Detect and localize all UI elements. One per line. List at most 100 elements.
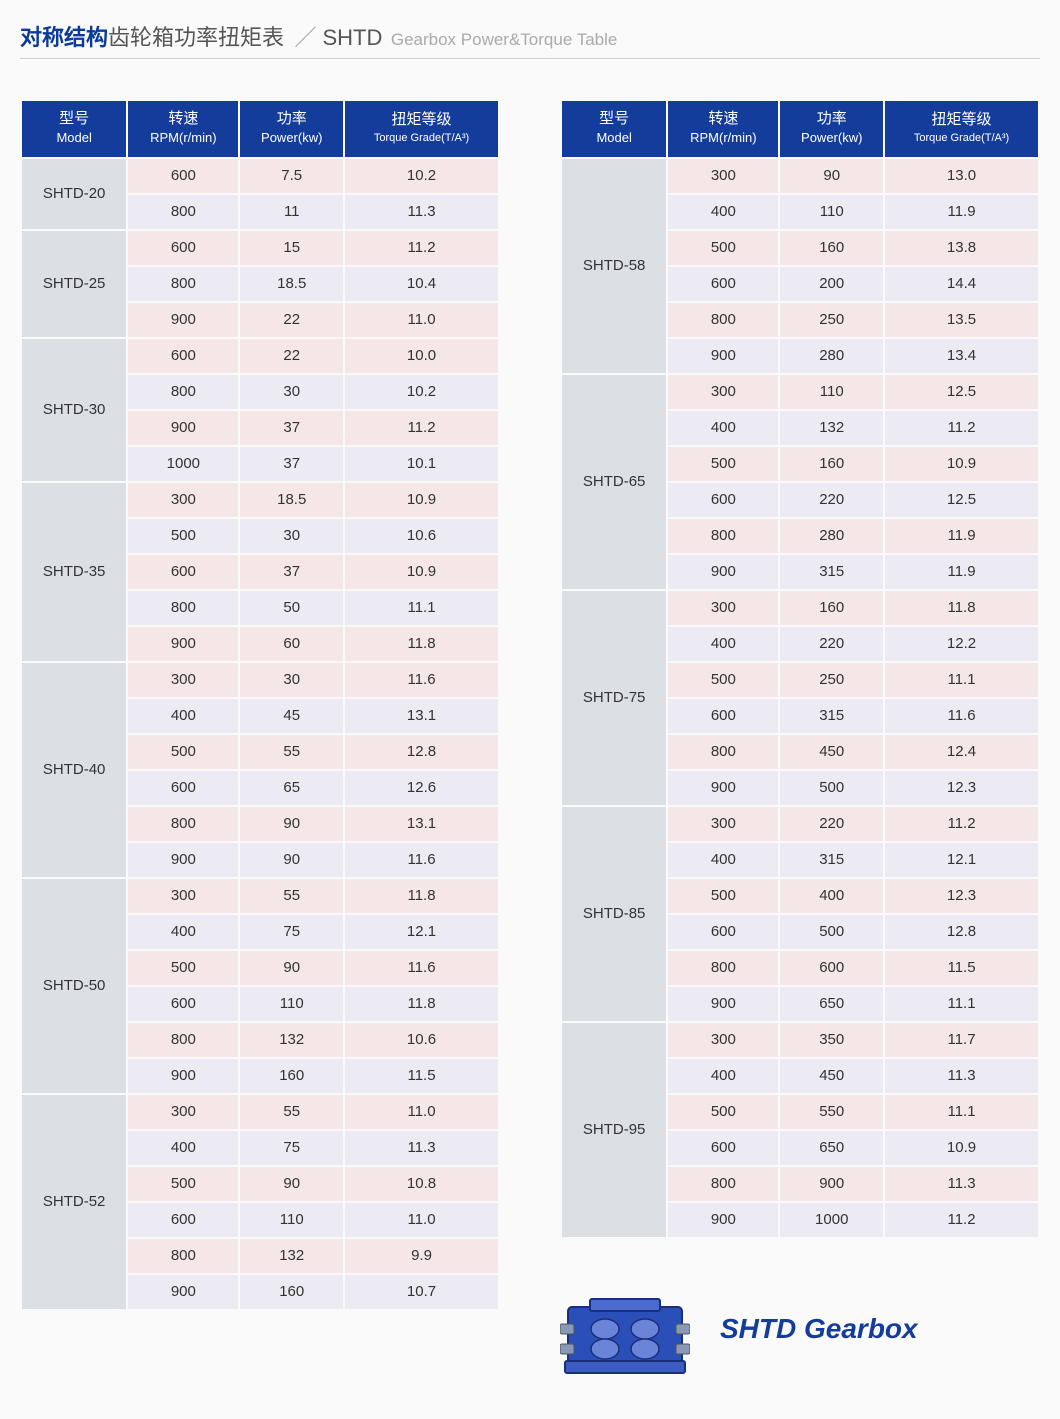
torque-cell: 11.2 [885,807,1038,841]
rpm-cell: 800 [128,807,238,841]
power-cell: 600 [780,951,883,985]
power-cell: 160 [780,231,883,265]
torque-cell: 11.1 [885,1095,1038,1129]
table-row: SHTD-9530035011.7 [562,1023,1038,1057]
power-cell: 500 [780,915,883,949]
right-column: 型号Model 转速RPM(r/min) 功率Power(kw) 扭矩等级Tor… [560,99,1040,1379]
power-cell: 160 [240,1059,343,1093]
power-cell: 65 [240,771,343,805]
tables-container: 型号Model 转速RPM(r/min) 功率Power(kw) 扭矩等级Tor… [20,99,1040,1379]
torque-cell: 10.0 [345,339,498,373]
power-cell: 11 [240,195,343,229]
torque-cell: 10.2 [345,159,498,193]
rpm-cell: 600 [128,771,238,805]
table-row: SHTD-403003011.6 [22,663,498,697]
rpm-cell: 800 [668,735,778,769]
rpm-cell: 300 [668,807,778,841]
power-cell: 220 [780,483,883,517]
torque-cell: 11.6 [345,843,498,877]
hdr-power: 功率Power(kw) [780,101,883,157]
rpm-cell: 800 [128,1239,238,1273]
torque-cell: 12.2 [885,627,1038,661]
model-cell: SHTD-50 [22,879,126,1093]
rpm-cell: 500 [128,951,238,985]
rpm-cell: 300 [128,663,238,697]
rpm-cell: 300 [668,1023,778,1057]
torque-cell: 12.5 [885,483,1038,517]
power-cell: 315 [780,555,883,589]
torque-cell: 12.6 [345,771,498,805]
rpm-cell: 600 [128,231,238,265]
power-cell: 132 [240,1239,343,1273]
rpm-cell: 500 [668,447,778,481]
torque-cell: 12.1 [345,915,498,949]
table-header: 型号Model 转速RPM(r/min) 功率Power(kw) 扭矩等级Tor… [562,101,1038,157]
table-row: SHTD-8530022011.2 [562,807,1038,841]
power-cell: 15 [240,231,343,265]
rpm-cell: 900 [668,771,778,805]
torque-cell: 11.3 [345,195,498,229]
power-cell: 55 [240,1095,343,1129]
torque-cell: 11.0 [345,303,498,337]
model-cell: SHTD-52 [22,1095,126,1309]
torque-cell: 11.3 [885,1059,1038,1093]
power-cell: 30 [240,519,343,553]
rpm-cell: 1000 [128,447,238,481]
power-cell: 160 [240,1275,343,1309]
power-cell: 110 [240,987,343,1021]
torque-cell: 12.1 [885,843,1038,877]
power-cell: 350 [780,1023,883,1057]
torque-cell: 11.8 [345,987,498,1021]
power-cell: 650 [780,1131,883,1165]
model-cell: SHTD-20 [22,159,126,229]
model-cell: SHTD-85 [562,807,666,1021]
rpm-cell: 500 [128,735,238,769]
torque-cell: 11.0 [345,1203,498,1237]
rpm-cell: 300 [668,159,778,193]
rpm-cell: 300 [668,375,778,409]
torque-cell: 9.9 [345,1239,498,1273]
rpm-cell: 600 [668,1131,778,1165]
torque-cell: 11.9 [885,555,1038,589]
torque-cell: 12.8 [345,735,498,769]
torque-cell: 11.9 [885,519,1038,553]
rpm-cell: 900 [668,555,778,589]
rpm-cell: 800 [668,951,778,985]
title-slash: ／ [288,25,322,50]
power-cell: 650 [780,987,883,1021]
torque-cell: 12.8 [885,915,1038,949]
power-cell: 132 [780,411,883,445]
rpm-cell: 600 [128,159,238,193]
torque-cell: 11.2 [885,1203,1038,1237]
torque-cell: 11.6 [345,951,498,985]
torque-cell: 11.1 [885,663,1038,697]
power-cell: 45 [240,699,343,733]
title-sub-cn: 齿轮箱功率扭矩表 [108,25,284,50]
power-cell: 450 [780,735,883,769]
torque-cell: 13.8 [885,231,1038,265]
rpm-cell: 400 [668,195,778,229]
power-cell: 55 [240,735,343,769]
rpm-cell: 900 [128,303,238,337]
rpm-cell: 600 [668,915,778,949]
table-row: SHTD-6530011012.5 [562,375,1038,409]
rpm-cell: 400 [128,1131,238,1165]
power-cell: 550 [780,1095,883,1129]
power-cell: 1000 [780,1203,883,1237]
hdr-model: 型号Model [562,101,666,157]
rpm-cell: 300 [668,591,778,625]
rpm-cell: 900 [128,411,238,445]
torque-cell: 11.6 [885,699,1038,733]
torque-cell: 10.9 [885,1131,1038,1165]
title-main-cn: 对称结构 [20,25,108,50]
power-cell: 400 [780,879,883,913]
torque-cell: 11.7 [885,1023,1038,1057]
table-row: SHTD-306002210.0 [22,339,498,373]
power-cell: 90 [240,843,343,877]
rpm-cell: 400 [668,411,778,445]
hdr-model: 型号Model [22,101,126,157]
power-cell: 280 [780,339,883,373]
torque-cell: 11.5 [885,951,1038,985]
power-cell: 18.5 [240,267,343,301]
torque-cell: 10.4 [345,267,498,301]
